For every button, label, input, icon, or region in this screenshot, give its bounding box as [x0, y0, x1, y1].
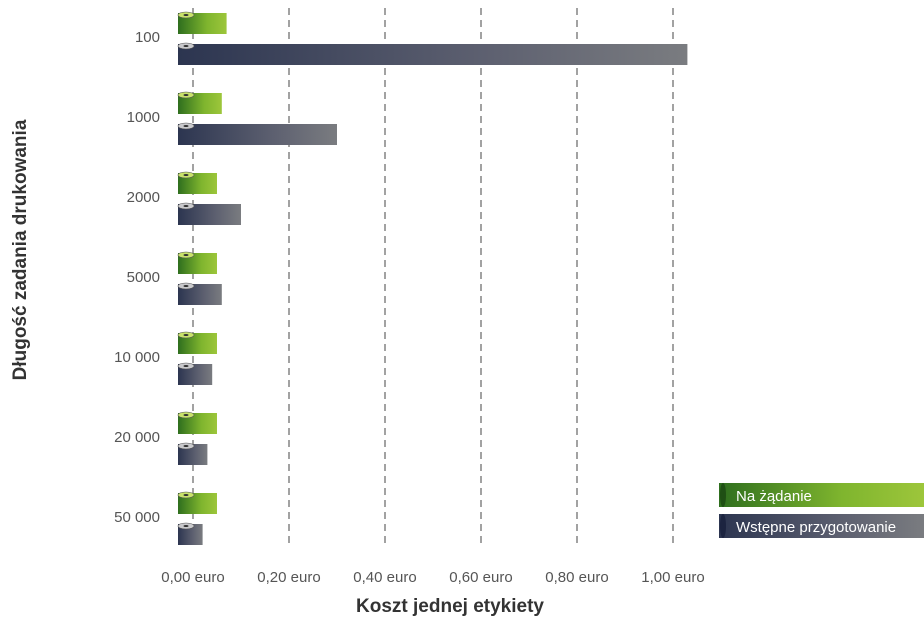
roll-core	[183, 414, 189, 416]
y-tick-label-5: 20 000	[114, 429, 160, 446]
bar-preprinted-5	[177, 442, 208, 465]
legend-item-1: Wstępne przygotowanie	[719, 514, 924, 538]
legend-swatch	[719, 483, 924, 507]
roll-core	[183, 174, 189, 176]
bar-on-demand-3	[177, 251, 217, 274]
y-tick-label-4: 10 000	[114, 349, 160, 366]
bar-on-demand-5	[177, 411, 217, 434]
y-tick-label-0: 100	[135, 29, 160, 46]
x-tick-labels: 0,00 euro 0,20 euro 0,40 euro 0,60 euro 0,80…	[161, 569, 704, 586]
bar-on-demand-0	[177, 11, 227, 34]
x-tick-label-3: 0,60 euro	[449, 569, 512, 586]
roll-core	[183, 205, 189, 207]
x-tick-label-4: 0,80 euro	[545, 569, 608, 586]
legend: Na żądanie Wstępne przygotowanie	[719, 483, 924, 538]
bar-preprinted-2	[177, 202, 241, 225]
bar-preprinted-1	[177, 122, 337, 145]
bar-on-demand-4	[177, 331, 217, 354]
roll-core	[183, 525, 189, 527]
x-tick-label-0: 0,00 euro	[161, 569, 224, 586]
bar-body	[178, 44, 688, 65]
bar-body	[178, 204, 241, 225]
roll-core	[183, 254, 189, 256]
legend-roll-edge	[720, 514, 726, 538]
roll-core	[183, 125, 189, 127]
roll-core	[183, 334, 189, 336]
y-tick-label-3: 5000	[127, 269, 160, 286]
x-tick-label-2: 0,40 euro	[353, 569, 416, 586]
legend-swatch	[719, 514, 924, 538]
legend-label: Na żądanie	[736, 488, 812, 505]
bar-preprinted-6	[177, 522, 203, 545]
y-tick-label-1: 1000	[127, 109, 160, 126]
y-axis-title: Długość zadania drukowania	[10, 119, 31, 380]
y-tick-label-6: 50 000	[114, 509, 160, 526]
bar-on-demand-6	[177, 491, 217, 514]
bar-body	[178, 124, 337, 145]
x-tick-label-5: 1,00 euro	[641, 569, 704, 586]
bar-on-demand-2	[177, 171, 217, 194]
y-tick-labels: 100 1000 2000 5000 10 000 20 000 50 000	[114, 29, 160, 526]
roll-core	[183, 494, 189, 496]
x-tick-label-1: 0,20 euro	[257, 569, 320, 586]
legend-label: Wstępne przygotowanie	[736, 519, 896, 536]
roll-core	[183, 285, 189, 287]
x-axis-title: Koszt jednej etykiety	[356, 596, 544, 617]
bar-preprinted-4	[177, 362, 213, 385]
bar-preprinted-3	[177, 282, 222, 305]
roll-core	[183, 14, 189, 16]
legend-item-0: Na żądanie	[719, 483, 924, 507]
bar-body	[178, 284, 222, 305]
legend-roll-edge	[720, 483, 726, 507]
roll-core	[183, 445, 189, 447]
roll-core	[183, 45, 189, 47]
bar-preprinted-0	[177, 42, 688, 65]
roll-core	[183, 365, 189, 367]
bar-on-demand-1	[177, 91, 222, 114]
bar-body	[178, 93, 222, 114]
bars	[177, 11, 688, 545]
bar-body	[178, 13, 227, 34]
roll-core	[183, 94, 189, 96]
gridlines	[192, 8, 674, 545]
y-tick-label-2: 2000	[127, 189, 160, 206]
